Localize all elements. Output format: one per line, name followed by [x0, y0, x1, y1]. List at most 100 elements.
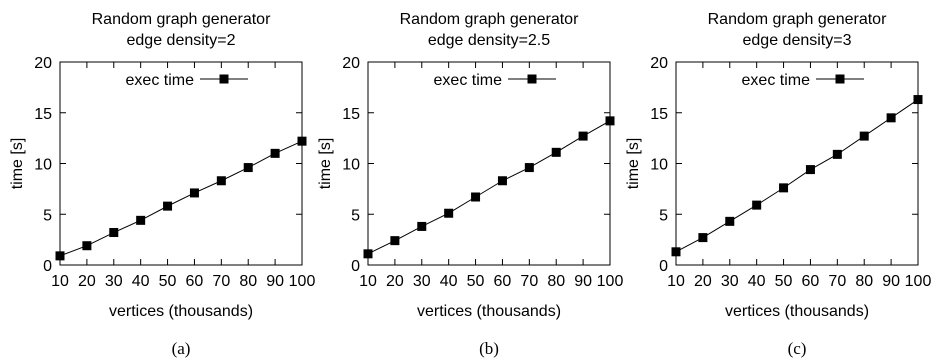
- data-point: [859, 131, 869, 141]
- chart-panel-2: Random graph generator edge density=2.5 0 5…: [317, 11, 623, 358]
- data-point: [497, 176, 507, 186]
- y-tick-label: 5: [43, 207, 52, 224]
- x-tick-label: 20: [386, 273, 404, 290]
- x-tick-label: 90: [882, 273, 900, 290]
- data-point: [913, 95, 923, 105]
- x-tick-label: 50: [467, 273, 485, 290]
- x-tick-label: 20: [78, 273, 96, 290]
- data-point: [671, 247, 681, 257]
- data-point: [243, 163, 253, 173]
- plot-frame: [59, 61, 303, 266]
- panel-caption: (b): [479, 339, 499, 358]
- data-point: [363, 249, 373, 259]
- x-tick-label: 70: [828, 273, 846, 290]
- x-axis-label: vertices (thousands): [417, 303, 561, 320]
- chart-panel-3: Random graph generator edge density=3 0 5 10…: [625, 11, 931, 358]
- y-axis-label: time [s]: [625, 138, 642, 190]
- x-tick-label: 90: [574, 273, 592, 290]
- y-tick-label: 20: [342, 55, 360, 72]
- y-tick-label: 0: [659, 258, 668, 275]
- x-tick-label: 10: [667, 273, 685, 290]
- x-tick-label: 10: [51, 273, 69, 290]
- x-tick-label: 70: [520, 273, 538, 290]
- x-axis-label: vertices (thousands): [109, 303, 253, 320]
- chart-title: Random graph generator: [400, 11, 579, 28]
- y-tick-label: 0: [43, 258, 52, 275]
- x-tick-label: 50: [775, 273, 793, 290]
- x-tick-label: 60: [802, 273, 820, 290]
- data-point: [109, 228, 119, 238]
- y-tick-label: 15: [650, 106, 668, 123]
- y-tick-label: 5: [659, 207, 668, 224]
- y-tick-label: 10: [34, 157, 52, 174]
- y-tick-label: 0: [351, 258, 360, 275]
- chart-title: Random graph generator: [92, 11, 271, 28]
- data-point: [163, 201, 173, 211]
- x-tick-label: 30: [105, 273, 123, 290]
- x-tick-label: 30: [413, 273, 431, 290]
- data-point: [471, 192, 481, 202]
- y-axis-label: time [s]: [9, 138, 26, 190]
- y-tick-label: 15: [34, 106, 52, 123]
- data-point: [390, 236, 400, 246]
- data-point: [524, 163, 534, 173]
- series-line: [367, 120, 611, 255]
- data-point: [578, 131, 588, 141]
- chart-subtitle: edge density=2.5: [428, 32, 550, 49]
- data-point: [270, 148, 280, 158]
- legend-label: exec time: [742, 72, 811, 89]
- data-point: [189, 188, 199, 198]
- x-tick-label: 80: [547, 273, 565, 290]
- data-point: [752, 200, 762, 210]
- legend-marker: [219, 74, 229, 84]
- legend-label: exec time: [434, 72, 503, 89]
- x-axis-label: vertices (thousands): [725, 303, 869, 320]
- x-tick-label: 20: [694, 273, 712, 290]
- data-point: [551, 147, 561, 157]
- series-line: [59, 140, 303, 257]
- y-tick-label: 10: [342, 157, 360, 174]
- data-point: [82, 241, 92, 251]
- data-point: [417, 221, 427, 231]
- x-tick-label: 80: [239, 273, 257, 290]
- x-tick-label: 90: [266, 273, 284, 290]
- legend-marker: [527, 74, 537, 84]
- plot-frame: [675, 61, 919, 266]
- y-tick-label: 15: [342, 106, 360, 123]
- chart-panel-1: Random graph generator edge density=2 0 5 10…: [9, 11, 315, 358]
- x-tick-label: 60: [494, 273, 512, 290]
- data-point: [886, 113, 896, 123]
- data-point: [297, 136, 307, 146]
- data-point: [444, 208, 454, 218]
- data-point: [779, 183, 789, 193]
- legend-marker: [835, 74, 845, 84]
- panel-caption: (a): [172, 339, 191, 358]
- y-tick-label: 5: [351, 207, 360, 224]
- x-tick-label: 100: [905, 273, 932, 290]
- x-tick-label: 40: [748, 273, 766, 290]
- x-tick-label: 40: [440, 273, 458, 290]
- y-axis-label: time [s]: [317, 138, 334, 190]
- chart-title: Random graph generator: [708, 11, 887, 28]
- y-tick-label: 20: [650, 55, 668, 72]
- x-tick-label: 80: [855, 273, 873, 290]
- x-tick-label: 70: [212, 273, 230, 290]
- data-point: [725, 216, 735, 226]
- legend-label: exec time: [126, 72, 195, 89]
- x-tick-label: 60: [186, 273, 204, 290]
- x-tick-label: 30: [721, 273, 739, 290]
- x-tick-label: 50: [159, 273, 177, 290]
- y-tick-label: 20: [34, 55, 52, 72]
- data-point: [136, 215, 146, 225]
- series-line: [675, 99, 919, 253]
- panel-caption: (c): [788, 339, 807, 358]
- plot-frame: [367, 61, 611, 266]
- data-point: [216, 176, 226, 186]
- data-point: [55, 251, 65, 261]
- x-tick-label: 100: [597, 273, 624, 290]
- y-tick-label: 10: [650, 157, 668, 174]
- chart-subtitle: edge density=2: [127, 32, 236, 49]
- x-tick-label: 40: [132, 273, 150, 290]
- x-tick-label: 10: [359, 273, 377, 290]
